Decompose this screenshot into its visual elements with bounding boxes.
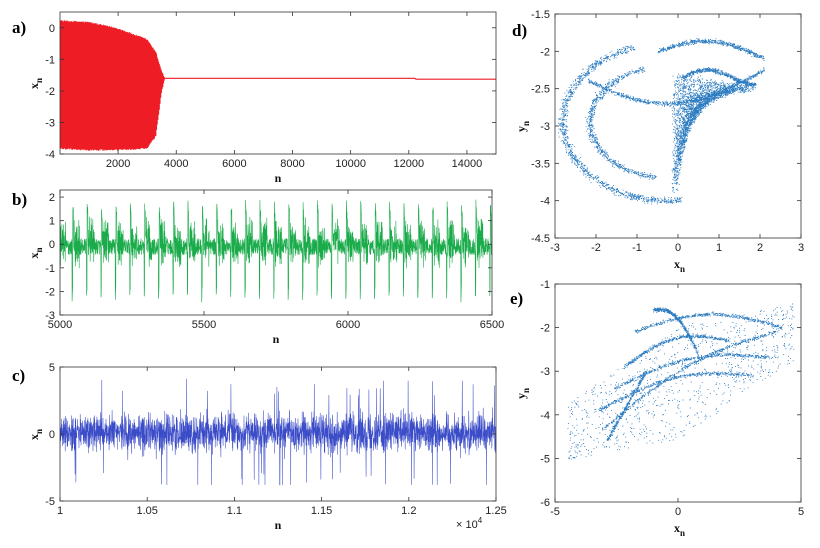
x-tick-label: 0 [675,242,681,254]
data-layer-d [558,38,765,205]
x-tick-label: 14000 [452,158,483,170]
y-tick-label: -1.5 [531,9,550,21]
series-bursting [60,199,492,303]
y-tick-label: -2 [540,323,550,335]
axes-frame [554,283,802,503]
y-tick-label: -2.5 [531,84,550,96]
x-axis-label: xn [674,257,685,274]
panel-c: 1 1.05 1.1 1.15 1.2 1.25 5 0 -5 n xn × 104 c) [12,362,507,532]
axes-frame [59,11,497,155]
y-tick-label: -1 [45,54,55,66]
y-tick-label: 1 [49,216,55,228]
panel-label: d) [512,21,527,40]
y-tick-label: 2 [49,192,55,204]
x-tick-label: 1.25 [485,505,506,517]
y-tick-label: -4 [540,196,550,208]
x-multiplier: × 104 [456,516,483,531]
x-axis-label: xn [674,521,685,538]
panel-label: e) [510,289,523,308]
panel-label: c) [12,366,25,385]
x-tick-label: 3 [798,242,804,254]
x-tick-label: 2 [757,242,763,254]
series-chaotic [60,378,496,486]
panel-label: a) [12,18,26,37]
y-tick-label: 0 [49,429,55,441]
y-tick-label: -4 [540,410,550,422]
y-axis-label: yn [514,121,531,132]
y-tick-label: -4.5 [531,233,550,245]
y-tick-label: 5 [49,362,55,374]
x-tick-label: 1.05 [136,505,157,517]
x-tick-label: 1 [57,505,63,517]
data-layer-c [60,378,496,486]
y-tick-label: -3.5 [531,158,550,170]
data-layer-a [60,20,496,151]
x-tick-label: 6000 [222,158,246,170]
x-tick-label: 2000 [106,158,130,170]
x-tick-label: 5000 [48,319,72,331]
y-axis-label: xn [27,247,44,258]
data-layer-b [60,199,492,303]
data-layer-e [567,303,795,460]
panel-label: b) [12,190,27,209]
x-tick-label: 12000 [393,158,424,170]
x-tick-label: 1.2 [401,505,416,517]
x-tick-label: 1.1 [227,505,242,517]
x-tick-label: 4000 [164,158,188,170]
series-oscillating-envelope [60,20,165,151]
y-axis-label: yn [514,388,531,399]
x-tick-label: 10000 [335,158,366,170]
y-tick-label: -3 [45,117,55,129]
x-axis-label: n [275,171,282,185]
scatter-points [558,38,765,205]
y-tick-label: -1 [540,279,550,291]
x-tick-label: 1 [716,242,722,254]
x-axis-label: n [275,518,282,532]
x-tick-label: -1 [632,242,642,254]
y-tick-label: -3 [45,310,55,322]
x-tick-label: 6500 [480,319,504,331]
y-axis-label: xn [27,429,44,440]
y-tick-label: -2 [45,286,55,298]
y-tick-label: -5 [540,453,550,465]
x-tick-label: 8000 [280,158,304,170]
y-tick-label: -3 [540,121,550,133]
scatter-points [567,303,795,460]
x-tick-label: -2 [591,242,601,254]
x-tick-label: 5 [798,506,804,518]
x-tick-label: -5 [550,506,560,518]
x-tick-label: 5500 [192,319,216,331]
series-fixed-point [164,77,496,80]
panel-a: 2000 4000 6000 8000 10000 12000 14000 0 -1 -2 -3 -4… [12,11,497,185]
y-tick-label: -2 [540,46,550,58]
y-tick-label: -5 [45,496,55,508]
y-tick-label: -4 [45,149,55,161]
panel-b: 5000 5500 6000 6500 2 1 0 -1 -2 -3 n xn b) [12,189,504,346]
y-tick-label: -6 [540,497,550,509]
panel-d: -3 -2 -1 0 1 2 3 -1.5 -2 -2.5 -3 -3.5 -4 -4.5 xn yn d) [512,9,804,274]
y-tick-label: -2 [45,86,55,98]
x-tick-label: 1.15 [311,505,332,517]
axes-frame [59,189,493,316]
y-axis-label: xn [27,78,44,89]
x-tick-label: 6000 [336,319,360,331]
y-tick-label: 0 [49,23,55,35]
y-tick-label: -3 [540,366,550,378]
x-tick-label: 0 [675,506,681,518]
x-axis-label: n [273,332,280,346]
y-tick-label: 0 [49,239,55,251]
y-tick-label: -1 [45,263,55,275]
x-tick-label: -3 [550,242,560,254]
